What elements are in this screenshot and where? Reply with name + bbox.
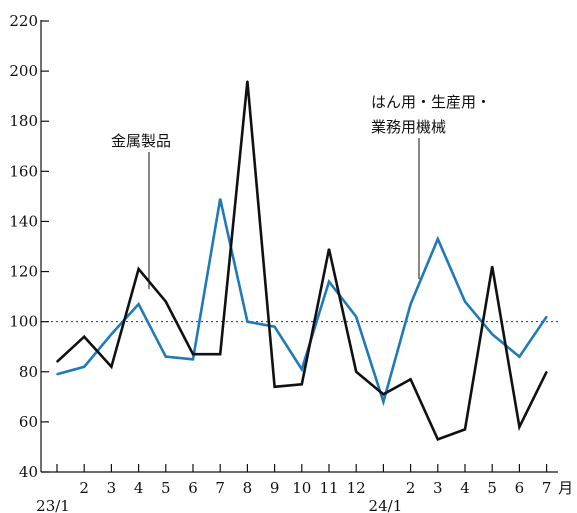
data-point (301, 383, 303, 386)
y-tick-label: 200 (9, 62, 38, 80)
annotation-machinery-label-line1: はん用・生産用・ (371, 93, 491, 111)
y-tick-label: 180 (9, 112, 38, 130)
x-tick-label: 7 (542, 479, 552, 497)
data-point (137, 303, 140, 305)
data-point (328, 280, 330, 283)
data-point (219, 198, 221, 200)
y-tick-label: 60 (19, 413, 38, 431)
x-tick-label: 4 (134, 479, 144, 497)
data-point (491, 265, 494, 268)
x-tick-label: 2 (406, 479, 416, 497)
data-point (110, 333, 113, 335)
data-point (110, 365, 113, 368)
axes (40, 20, 558, 473)
data-point (192, 358, 194, 361)
x-year-label: 23/1 (36, 497, 70, 513)
data-point (273, 386, 276, 388)
x-axis-ticks: 2 3 4 5 6 7 8 9 10 11 12 2 3 4 5 6 7 月23/1 24/1 (36, 464, 573, 513)
data-point (355, 315, 358, 318)
data-point (518, 355, 521, 358)
x-tick-label: 5 (487, 479, 497, 497)
x-year-label: 24/1 (369, 497, 403, 513)
y-tick-label: 100 (9, 313, 38, 331)
x-tick-label: 5 (161, 479, 171, 497)
annotation-metal-label: 金属製品 (111, 132, 171, 150)
y-tick-label: 160 (9, 162, 38, 180)
x-tick-label: 6 (188, 479, 198, 497)
data-point (328, 248, 330, 250)
data-point (219, 353, 221, 356)
data-point (437, 438, 439, 441)
data-point (518, 426, 521, 428)
data-point (56, 360, 58, 363)
data-point (83, 365, 85, 368)
y-tick-label: 80 (19, 363, 38, 381)
x-tick-label: 9 (270, 479, 280, 497)
data-point (83, 335, 85, 338)
data-point (545, 370, 548, 373)
data-point (165, 355, 167, 358)
x-tick-label: 3 (107, 479, 117, 497)
data-point (409, 378, 412, 381)
data-point (56, 373, 58, 376)
data-point (192, 353, 194, 356)
data-point (464, 300, 466, 303)
x-tick-label: 3 (433, 479, 443, 497)
y-tick-label: 220 (9, 12, 38, 30)
y-tick-label: 40 (19, 463, 38, 481)
x-tick-label: 2 (79, 479, 89, 497)
x-tick-label: 7 (215, 479, 225, 497)
data-point (382, 401, 385, 403)
data-point (165, 300, 167, 303)
data-point (273, 325, 276, 328)
data-point (246, 80, 249, 82)
x-tick-label: 8 (243, 479, 253, 497)
data-point (382, 393, 385, 396)
x-tick-label: 4 (460, 479, 470, 497)
x-tick-label: 11 (319, 479, 338, 497)
y-axis-ticks: 40 60 80 100 120 140 160 180 200 220 (9, 12, 49, 481)
annotation-machinery-label-line2: 業務用機械 (371, 118, 446, 136)
x-tick-label: 10 (292, 479, 311, 497)
data-point (355, 370, 358, 373)
annotations: 金属製品 はん用・生産用・ 業務用機械 (111, 93, 491, 290)
x-tick-label: 6 (515, 479, 525, 497)
data-point (437, 238, 439, 240)
y-tick-label: 140 (9, 212, 38, 230)
data-point (409, 303, 412, 305)
x-tick-label: 12 (347, 479, 366, 497)
data-point (464, 428, 466, 431)
data-point (246, 320, 249, 323)
data-point (545, 315, 548, 318)
series-lines (56, 80, 548, 442)
data-point (301, 368, 303, 371)
data-point (491, 333, 494, 335)
x-axis-unit-label: 月 (558, 479, 573, 497)
y-tick-label: 120 (9, 263, 38, 281)
data-point (137, 268, 140, 270)
